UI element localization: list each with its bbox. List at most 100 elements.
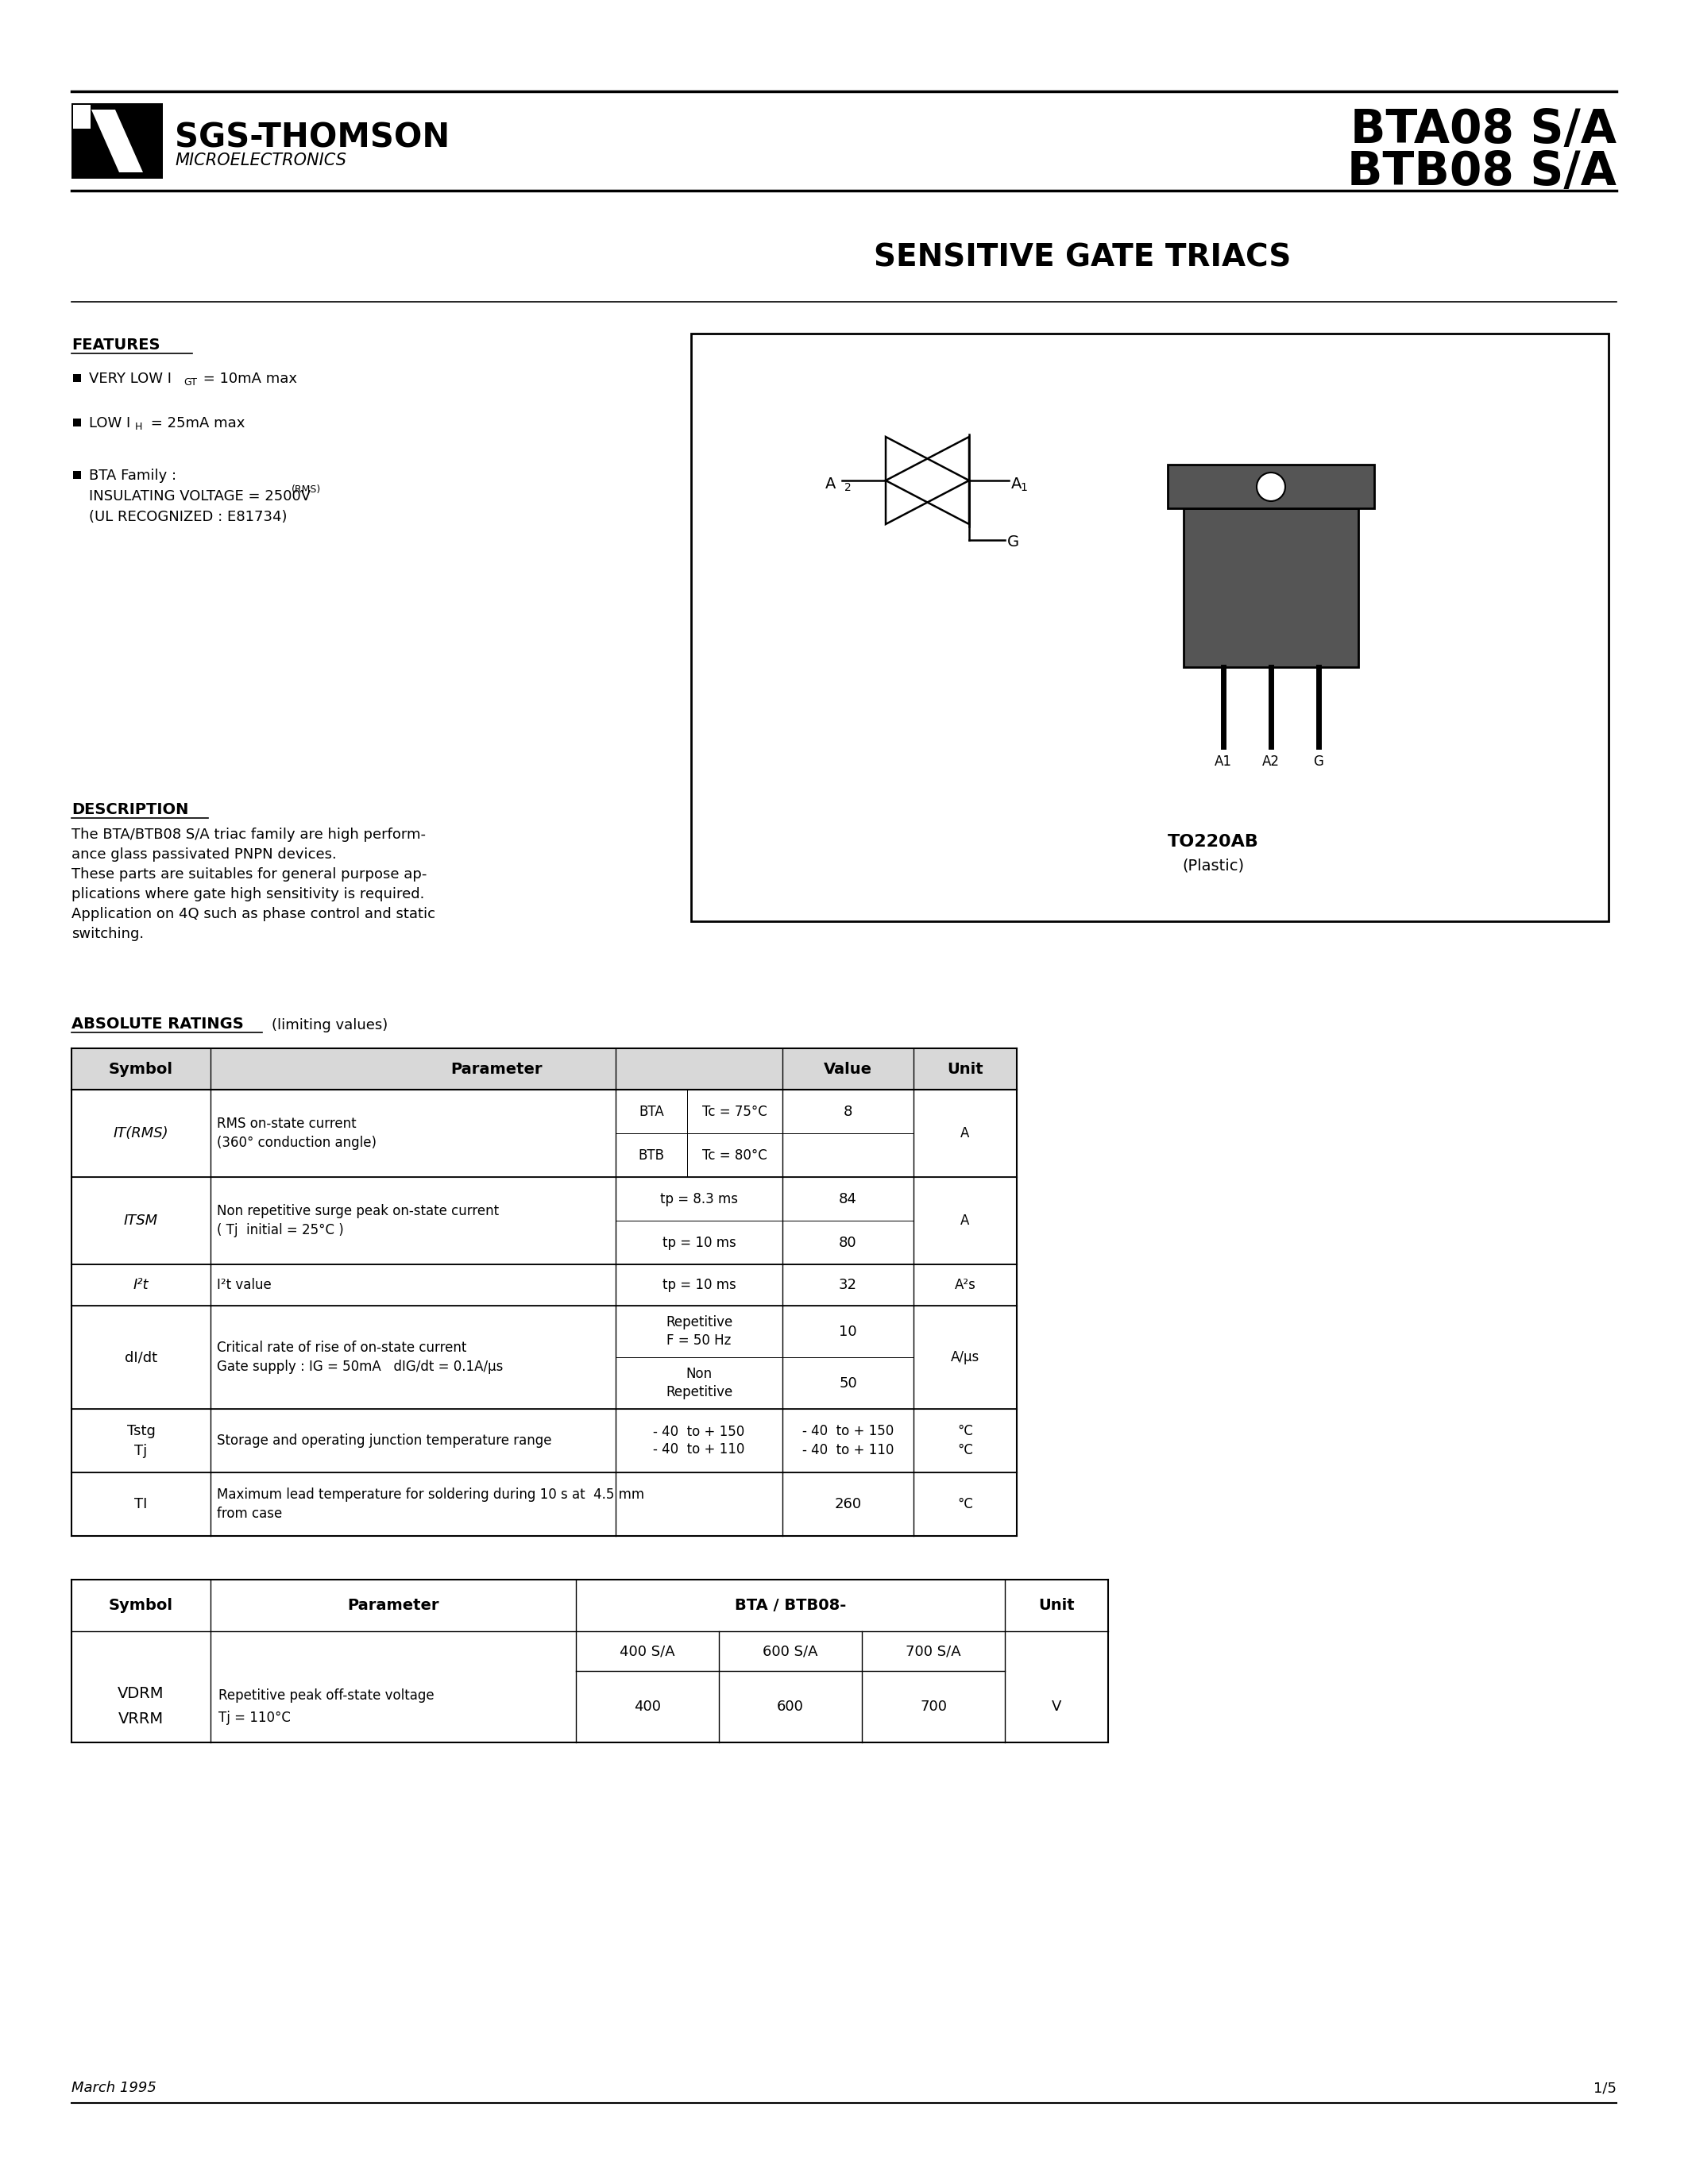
Text: Non
Repetitive: Non Repetitive: [665, 1367, 733, 1400]
Text: A/μs: A/μs: [950, 1350, 979, 1365]
Text: Tc = 75°C: Tc = 75°C: [702, 1105, 768, 1118]
Text: - 40  to + 150
- 40  to + 110: - 40 to + 150 - 40 to + 110: [653, 1424, 744, 1457]
Text: DESCRIPTION: DESCRIPTION: [71, 802, 189, 817]
Text: A: A: [960, 1214, 969, 1227]
Text: 600: 600: [776, 1699, 803, 1714]
Polygon shape: [91, 109, 143, 173]
Text: (Plastic): (Plastic): [1182, 858, 1244, 874]
Text: INSULATING VOLTAGE = 2500V: INSULATING VOLTAGE = 2500V: [89, 489, 311, 505]
Text: 1/5: 1/5: [1593, 2081, 1617, 2094]
Text: G: G: [1008, 535, 1020, 550]
Text: = 25mA max: = 25mA max: [147, 417, 245, 430]
Text: 8: 8: [844, 1105, 852, 1118]
Text: 700: 700: [920, 1699, 947, 1714]
Text: March 1995: March 1995: [71, 2081, 157, 2094]
Text: - 40  to + 150
- 40  to + 110: - 40 to + 150 - 40 to + 110: [802, 1424, 895, 1457]
Text: 400: 400: [635, 1699, 662, 1714]
Text: LOW I: LOW I: [89, 417, 130, 430]
Text: °C
°C: °C °C: [957, 1424, 972, 1457]
Text: V: V: [1052, 1699, 1062, 1714]
Bar: [1183, 509, 1359, 666]
Text: BTA: BTA: [638, 1105, 663, 1118]
Text: IT(RMS): IT(RMS): [113, 1127, 169, 1140]
Text: (RMS): (RMS): [292, 485, 321, 496]
Text: SGS-THOMSON: SGS-THOMSON: [176, 120, 449, 155]
Text: Symbol: Symbol: [108, 1061, 174, 1077]
Text: (limiting values): (limiting values): [272, 1018, 388, 1033]
Text: 2: 2: [844, 483, 851, 494]
Text: ABSOLUTE RATINGS: ABSOLUTE RATINGS: [71, 1016, 243, 1031]
Text: 260: 260: [834, 1496, 861, 1511]
Text: VRRM: VRRM: [118, 1712, 164, 1728]
Text: H: H: [135, 422, 142, 432]
Text: G: G: [1313, 753, 1323, 769]
Text: BTA Family :: BTA Family :: [89, 470, 177, 483]
Text: 80: 80: [839, 1236, 858, 1249]
Text: BTA / BTB08-: BTA / BTB08-: [734, 1599, 846, 1614]
Text: These parts are suitables for general purpose ap-: These parts are suitables for general pu…: [71, 867, 427, 882]
Text: (UL RECOGNIZED : E81734): (UL RECOGNIZED : E81734): [89, 509, 287, 524]
Text: BTB08 S/A: BTB08 S/A: [1347, 149, 1617, 194]
Text: Non repetitive surge peak on-state current
( Tj  initial = 25°C ): Non repetitive surge peak on-state curre…: [216, 1203, 500, 1236]
Text: Symbol: Symbol: [108, 1599, 174, 1614]
Text: RMS on-state current
(360° conduction angle): RMS on-state current (360° conduction an…: [216, 1116, 376, 1149]
Text: A1: A1: [1215, 753, 1232, 769]
Text: A: A: [825, 476, 836, 491]
Text: 700 S/A: 700 S/A: [906, 1645, 960, 1658]
Text: dI/dt: dI/dt: [125, 1350, 157, 1365]
Bar: [73, 472, 81, 478]
Text: A: A: [960, 1127, 969, 1140]
Text: MICROELECTRONICS: MICROELECTRONICS: [176, 153, 346, 168]
Text: Tstg
Tj: Tstg Tj: [127, 1424, 155, 1457]
Text: Parameter: Parameter: [348, 1599, 439, 1614]
Bar: [73, 419, 81, 426]
Text: Parameter: Parameter: [451, 1061, 542, 1077]
Text: tp = 10 ms: tp = 10 ms: [662, 1278, 736, 1293]
Text: 1: 1: [1020, 483, 1026, 494]
Text: I²t value: I²t value: [216, 1278, 272, 1293]
Text: tp = 8.3 ms: tp = 8.3 ms: [660, 1192, 738, 1206]
Text: SENSITIVE GATE TRIACS: SENSITIVE GATE TRIACS: [874, 242, 1291, 273]
Text: 84: 84: [839, 1192, 858, 1206]
Text: Value: Value: [824, 1061, 873, 1077]
Text: Unit: Unit: [947, 1061, 982, 1077]
Text: I²t: I²t: [133, 1278, 149, 1293]
Text: Tc = 80°C: Tc = 80°C: [702, 1149, 768, 1162]
Text: VERY LOW I: VERY LOW I: [89, 371, 172, 387]
Text: A²s: A²s: [954, 1278, 976, 1293]
Text: The BTA/BTB08 S/A triac family are high perform-: The BTA/BTB08 S/A triac family are high …: [71, 828, 425, 841]
Text: BTB: BTB: [638, 1149, 665, 1162]
Text: Maximum lead temperature for soldering during 10 s at  4.5 mm
from case: Maximum lead temperature for soldering d…: [216, 1487, 645, 1520]
Text: Application on 4Q such as phase control and static: Application on 4Q such as phase control …: [71, 906, 436, 922]
Text: 32: 32: [839, 1278, 858, 1293]
Text: Tj = 110°C: Tj = 110°C: [218, 1710, 290, 1725]
Text: switching.: switching.: [71, 926, 143, 941]
Text: = 10mA max: = 10mA max: [199, 371, 297, 387]
Bar: [690, 334, 1609, 922]
Text: ance glass passivated PNPN devices.: ance glass passivated PNPN devices.: [71, 847, 336, 863]
Text: Repetitive peak off-state voltage: Repetitive peak off-state voltage: [218, 1688, 434, 1704]
Text: BTA08 S/A: BTA08 S/A: [1350, 107, 1617, 153]
Bar: [1168, 465, 1374, 509]
Text: FEATURES: FEATURES: [71, 339, 160, 352]
Text: tp = 10 ms: tp = 10 ms: [662, 1236, 736, 1249]
Text: 600 S/A: 600 S/A: [763, 1645, 819, 1658]
Text: A: A: [1011, 476, 1021, 491]
Text: Storage and operating junction temperature range: Storage and operating junction temperatu…: [216, 1433, 552, 1448]
Text: A2: A2: [1263, 753, 1280, 769]
Bar: [71, 1048, 1016, 1090]
Text: 400 S/A: 400 S/A: [619, 1645, 675, 1658]
Bar: [73, 373, 81, 382]
Bar: [73, 105, 91, 129]
Text: °C: °C: [957, 1496, 972, 1511]
Text: 10: 10: [839, 1324, 858, 1339]
Text: ITSM: ITSM: [123, 1214, 159, 1227]
Text: TO220AB: TO220AB: [1168, 834, 1259, 850]
Text: Repetitive
F = 50 Hz: Repetitive F = 50 Hz: [665, 1315, 733, 1348]
Text: Critical rate of rise of on-state current
Gate supply : IG = 50mA   dIG/dt = 0.1: Critical rate of rise of on-state curren…: [216, 1341, 503, 1374]
Text: 50: 50: [839, 1376, 858, 1391]
Text: VDRM: VDRM: [118, 1686, 164, 1701]
Text: GT: GT: [184, 378, 197, 387]
Text: plications where gate high sensitivity is required.: plications where gate high sensitivity i…: [71, 887, 424, 902]
Text: TI: TI: [135, 1496, 147, 1511]
